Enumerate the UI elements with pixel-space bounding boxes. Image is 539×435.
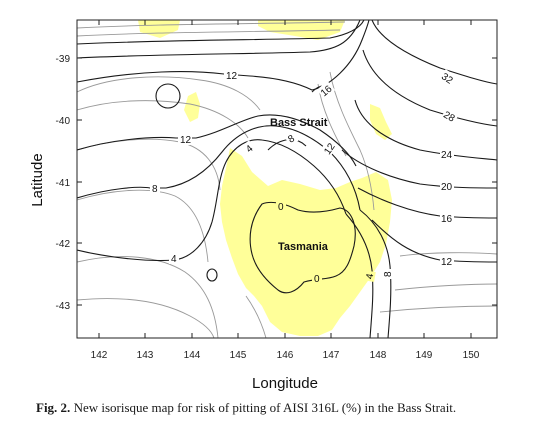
- x-tick-labels: 142 143 144 145 146 147 148 149 150: [91, 350, 480, 361]
- map-frame: [76, 19, 498, 339]
- x-tick-label: 143: [137, 350, 154, 361]
- contour-label: 4: [171, 254, 177, 265]
- contour-label: 12: [226, 71, 238, 82]
- x-ticks: [98, 20, 472, 338]
- x-tick-label: 144: [184, 350, 201, 361]
- figure-caption: Fig. 2. New isorisque map for risk of pi…: [36, 400, 526, 416]
- contour-label: 24: [441, 150, 453, 161]
- contour-label: 20: [441, 182, 453, 193]
- y-tick-labels: -39 -40 -41 -42 -43: [56, 54, 71, 312]
- contour-labels: 12 16 32 28 24 20 16 12 12 8 4 8 12: [150, 69, 460, 285]
- contour-label: 8: [152, 184, 158, 195]
- y-tick-label: -39: [56, 54, 71, 65]
- bass-strait-label: Bass Strait: [270, 117, 328, 129]
- figure-label: Fig. 2.: [36, 400, 71, 415]
- minor-contours: [77, 21, 497, 338]
- x-axis-title: Longitude: [252, 375, 318, 392]
- y-axis-title: Latitude: [29, 153, 46, 206]
- contour-label: 8: [383, 271, 394, 277]
- figure-caption-text: New isorisque map for risk of pitting of…: [73, 400, 457, 415]
- x-tick-label: 147: [323, 350, 340, 361]
- x-tick-label: 145: [230, 350, 247, 361]
- tasmania-landmass: [220, 148, 392, 336]
- isorisque-map: 12 16 32 28 24 20 16 12 12 8 4 8 12: [29, 19, 498, 392]
- y-ticks: [77, 57, 497, 306]
- y-tick-label: -43: [56, 301, 71, 312]
- king-island: [184, 92, 200, 122]
- contour-label: 4: [244, 143, 256, 155]
- tasmania-label: Tasmania: [278, 241, 329, 253]
- y-tick-label: -41: [56, 178, 71, 189]
- y-tick-label: -40: [56, 116, 71, 127]
- land-areas: [138, 20, 392, 336]
- contour-label: 28: [441, 110, 457, 125]
- major-contours: [77, 20, 497, 338]
- x-tick-label: 148: [370, 350, 387, 361]
- contour-label: 12: [180, 135, 192, 146]
- mainland-patch-central: [258, 20, 345, 40]
- x-tick-label: 146: [277, 350, 294, 361]
- contour-label: 12: [441, 257, 453, 268]
- contour-label: 0: [314, 274, 320, 285]
- contour-label: 0: [278, 202, 284, 213]
- x-tick-label: 150: [463, 350, 480, 361]
- contour-label: 8: [286, 133, 297, 146]
- contour-label: 4: [365, 272, 377, 280]
- x-tick-label: 142: [91, 350, 108, 361]
- y-tick-label: -42: [56, 239, 71, 250]
- flinders-island: [370, 104, 392, 140]
- x-tick-label: 149: [416, 350, 433, 361]
- contour-label: 16: [441, 214, 453, 225]
